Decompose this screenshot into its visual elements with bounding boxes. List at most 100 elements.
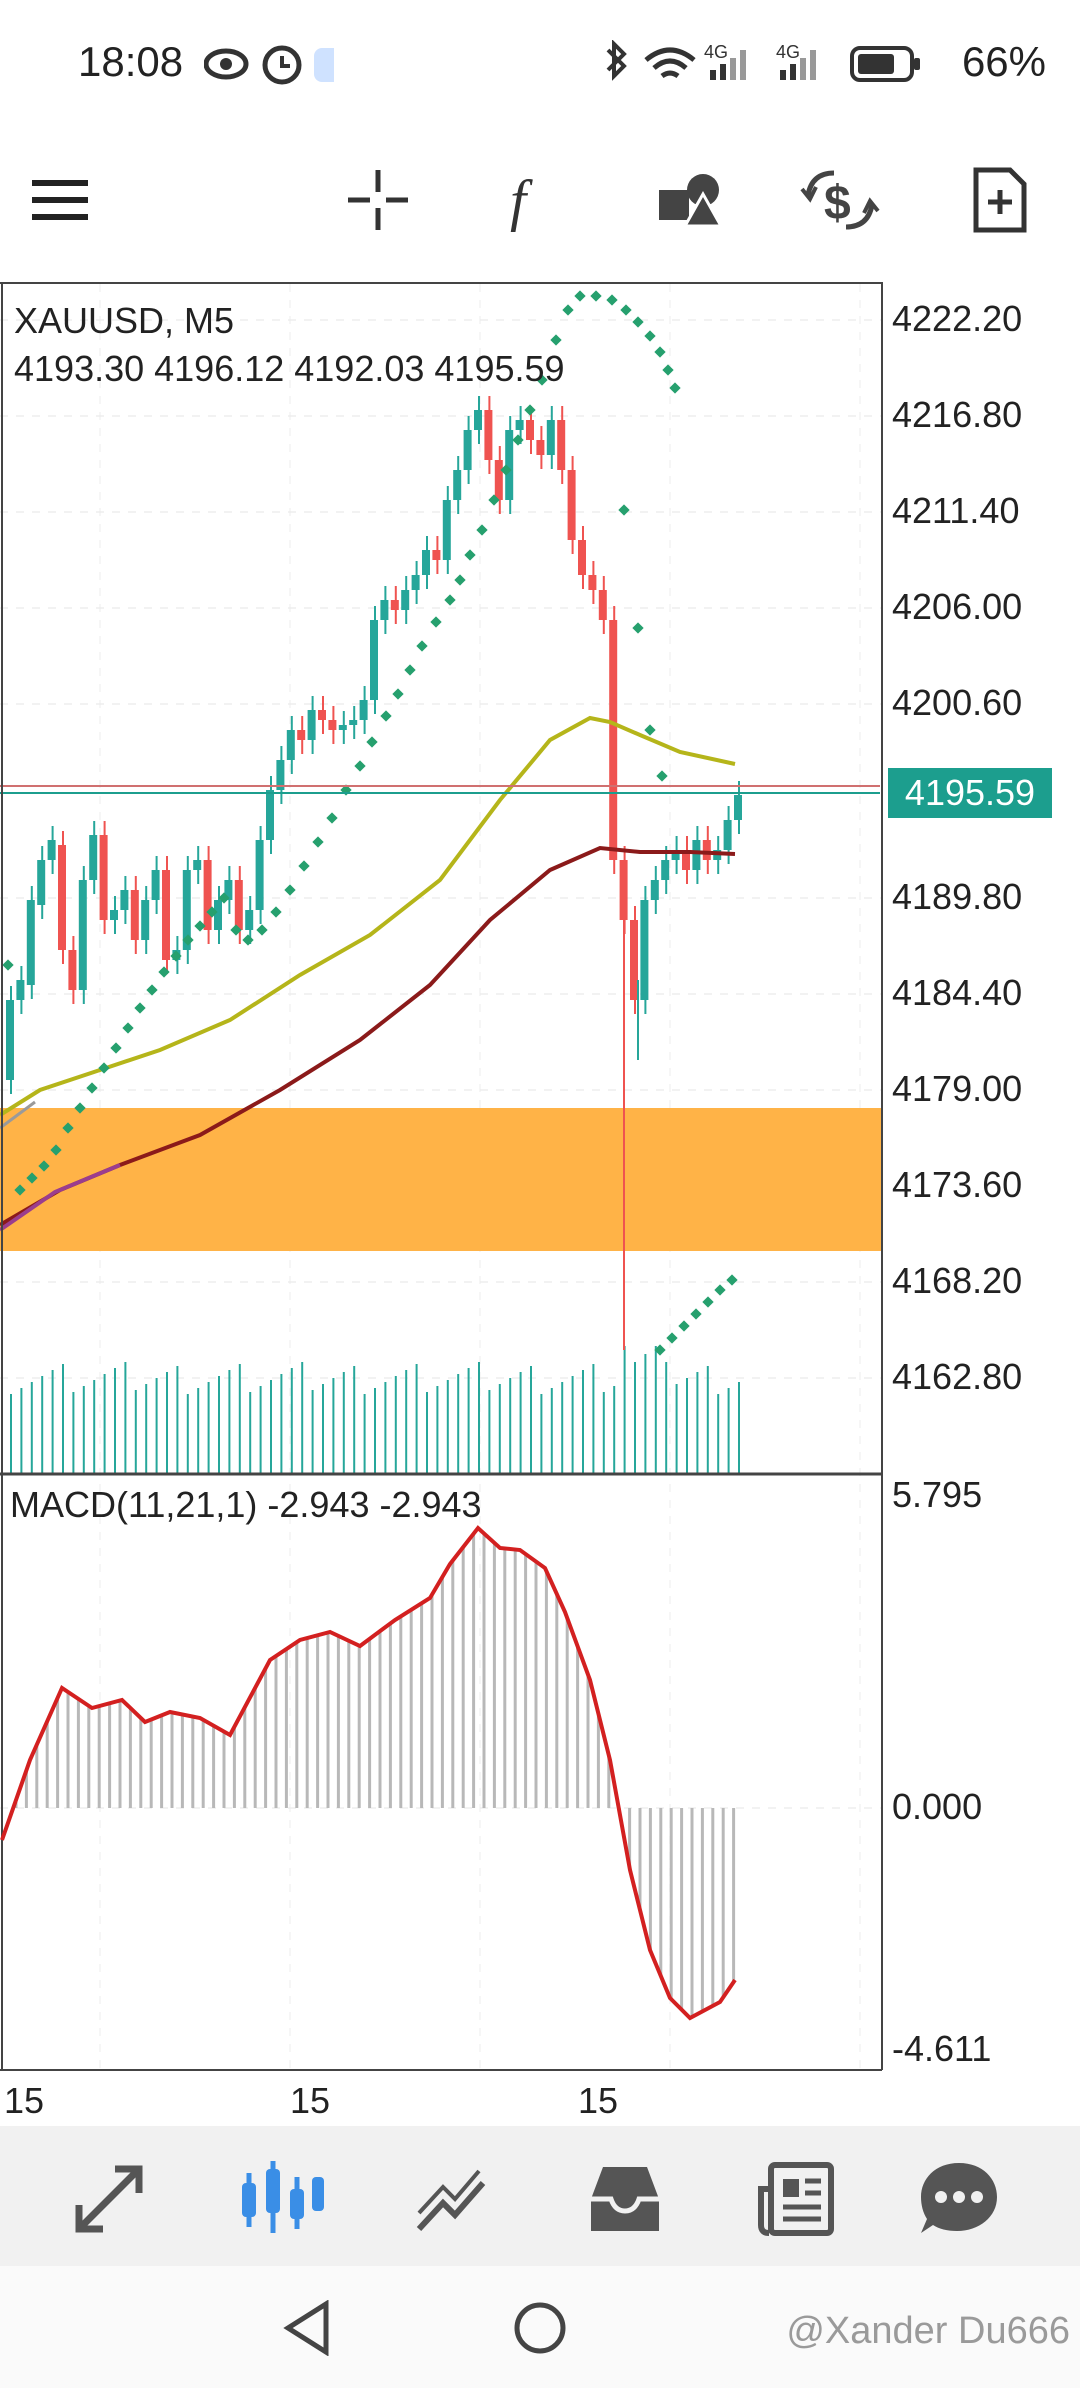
candle-body [671,850,680,860]
macd-axis-label: -4.611 [892,2028,992,2069]
nav-chart[interactable] [236,2154,326,2244]
ma-fast-line [0,715,736,1117]
sar-dot [654,346,666,358]
nav-messages[interactable] [914,2154,1004,2244]
price-axis-label: 4200.60 [892,682,1023,723]
candle-body [37,860,46,905]
sar-dot [170,950,182,962]
crosshair-icon [348,170,408,230]
candle-body [307,710,316,740]
candle-body [702,840,711,860]
candle-body [515,420,524,430]
sar-dot [270,906,282,918]
sar-dot [50,1144,62,1156]
ma-grey-line [0,1100,36,1130]
candle-body [193,860,202,870]
sar-dot [654,1344,666,1356]
sar-dot [669,382,681,394]
nav-history[interactable] [580,2154,670,2244]
objects-button[interactable] [650,160,730,240]
sar-dot [550,334,562,346]
candle-body [567,470,576,540]
templates-icon [973,167,1027,233]
quotes-icon [75,2165,143,2233]
candle-body [99,835,108,920]
nav-quotes[interactable] [64,2154,154,2244]
candle-body [349,720,358,725]
chart-symbol: XAUUSD, M5 [14,300,235,341]
sar-dot [656,770,668,782]
sar-dot [702,1296,714,1308]
sar-dot [632,316,644,328]
candle-body [484,410,493,460]
sar-dot [444,594,456,606]
candle-body [661,860,670,880]
candle-body [68,950,77,990]
candle-body [78,880,87,990]
candle-body [682,850,690,870]
sar-dot [14,1184,26,1196]
menu-button[interactable] [20,160,100,240]
price-axis-label: 4168.20 [892,1260,1023,1301]
price-axis-label: 4173.60 [892,1164,1023,1205]
current-price-tag: 4195.59 [888,768,1052,818]
sar-dot [524,404,536,416]
status-icons-right: 4G 4G [606,40,816,81]
trade-button[interactable]: $ [800,160,880,240]
candle-body [318,710,326,720]
sar-dot [110,1042,122,1054]
price-axis-label: 4216.80 [892,394,1023,435]
home-icon[interactable] [512,2300,568,2356]
candle-body [338,725,347,730]
status-bar: 18:08 4G 4G 66% [0,0,1080,130]
macd-axis-label: 5.795 [892,1474,983,1515]
watermark: @Xander Du666 [786,2310,1070,2352]
candle-body [286,730,295,760]
candle-body [578,540,586,575]
candle-body [650,880,659,900]
nav-trade[interactable] [408,2154,498,2244]
sar-dot [218,892,230,904]
sar-dot [536,374,548,386]
sar-dot [666,1332,678,1344]
sar-dot [242,934,254,946]
price-chart[interactable] [0,0,1080,2120]
candle-body [214,900,222,930]
candle-body [463,430,472,470]
sar-dot [644,724,656,736]
macd-axis-label: 0.000 [892,1786,983,1827]
back-icon[interactable] [282,2300,332,2356]
sar-dot [500,464,512,476]
candle-body [453,470,462,500]
candle-body [130,890,139,940]
candle-body [110,910,118,920]
candle-body [224,880,233,900]
macd-histogram [14,1533,736,2017]
crosshair-button[interactable] [338,160,418,240]
sar-dot [404,664,416,676]
candle-body [598,590,607,620]
candle-body [422,550,430,575]
clock: 18:08 [78,38,184,85]
candle-body [255,840,264,910]
candle-body [151,870,160,900]
sar-dot [562,304,574,316]
sar-dot [690,1308,702,1320]
indicators-button[interactable]: f [490,160,570,240]
sar-dot [606,294,618,306]
sar-dot [26,1172,38,1184]
templates-button[interactable] [960,160,1040,240]
candle-body [526,420,534,440]
sar-dot [312,836,324,848]
candle-body [723,820,732,850]
candle-body [182,870,191,950]
candle-body [442,500,451,560]
sar-dot [618,504,630,516]
sar-dot [206,906,218,918]
candle-body [16,980,25,1000]
sar-dot [726,1274,738,1286]
candle-body [536,440,545,455]
candle-body [245,910,254,930]
nav-news[interactable] [752,2154,842,2244]
candle-body [234,880,243,930]
